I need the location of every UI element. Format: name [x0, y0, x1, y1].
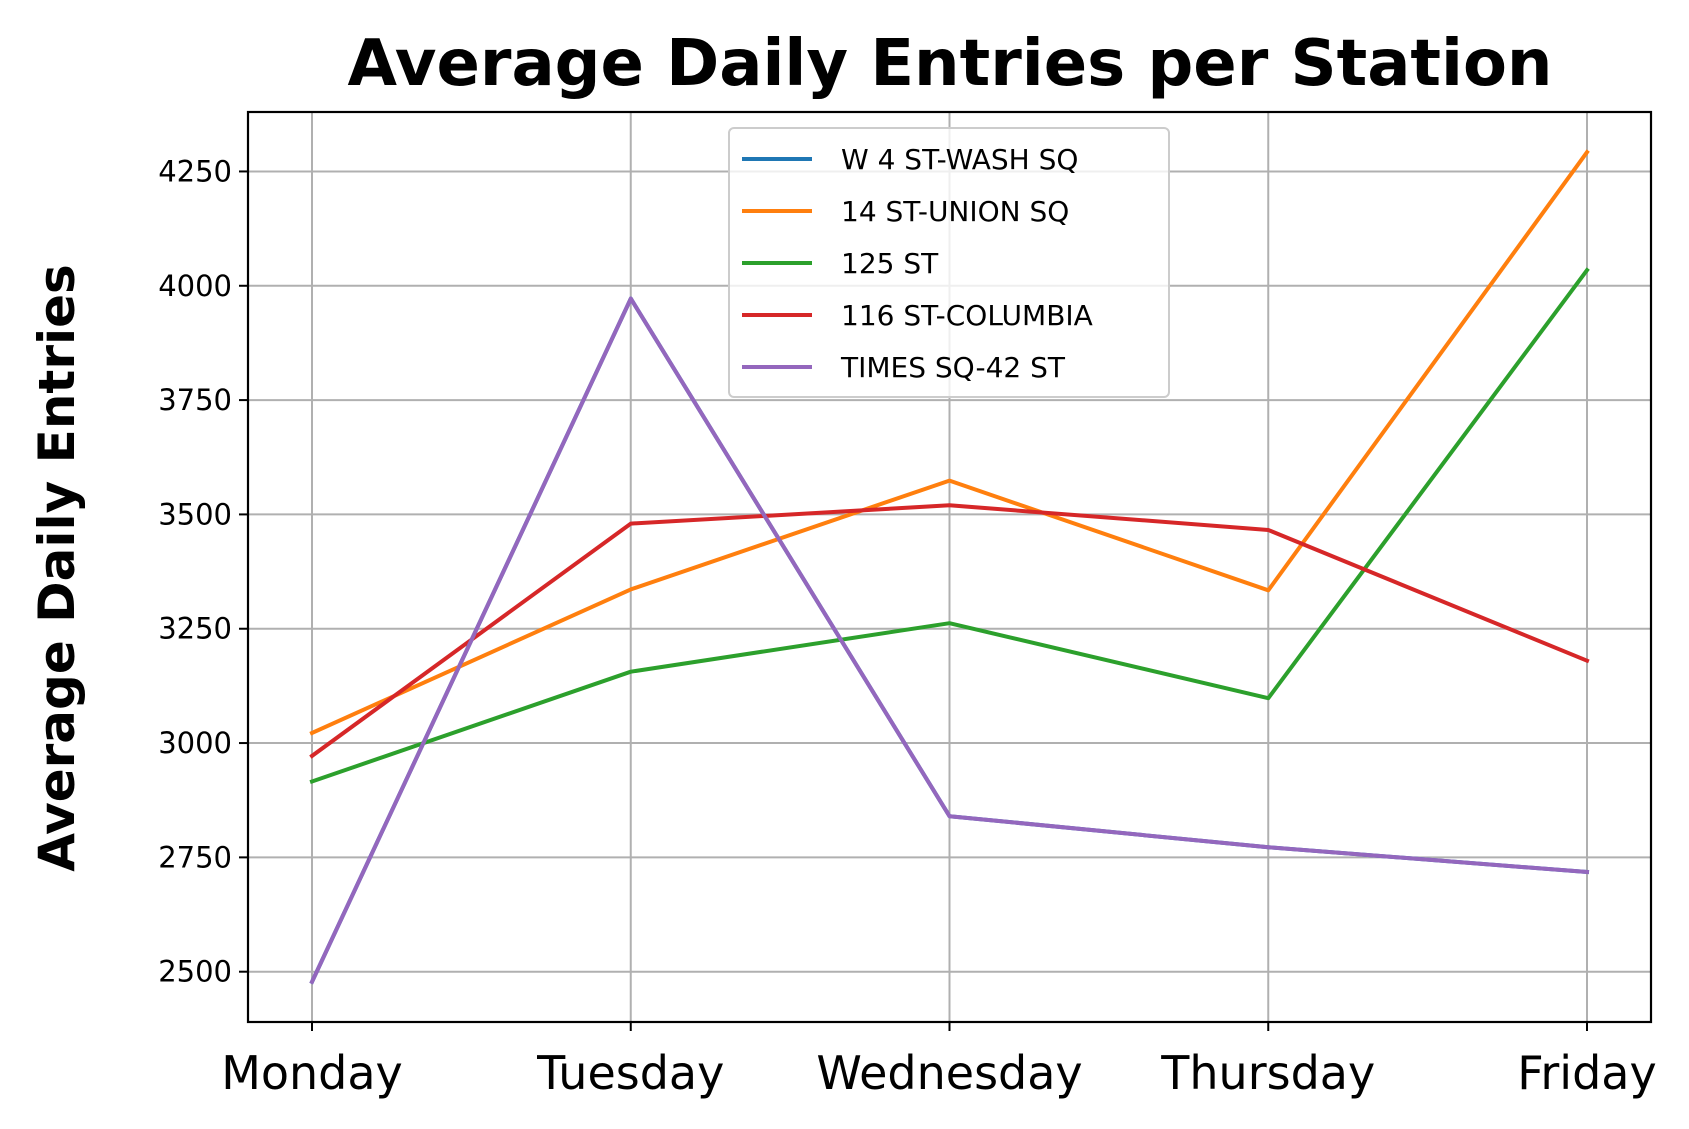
- y-tick-label: 4250: [158, 154, 232, 188]
- axis-ticks: Monday Tuesday Wednesday Thursday Friday 2500…: [158, 154, 1657, 1100]
- legend-label: 125 ST: [841, 247, 939, 280]
- series-lines: [309, 149, 1590, 985]
- legend-label: 116 ST-COLUMBIA: [841, 299, 1093, 332]
- legend-label: W 4 ST-WASH SQ: [841, 143, 1078, 176]
- chart-title: Average Daily Entries per Station: [348, 27, 1553, 101]
- x-tick-label: Tuesday: [536, 1046, 724, 1100]
- plot-area-frame: [246, 110, 1653, 1024]
- y-tick-label: 4000: [158, 269, 232, 303]
- y-tick-label: 3750: [158, 383, 232, 417]
- y-tick-label: 3250: [158, 612, 232, 646]
- y-tick-label: 3000: [158, 726, 232, 760]
- series-line-1: [309, 149, 1590, 736]
- legend-label: 14 ST-UNION SQ: [841, 195, 1069, 228]
- y-tick-label: 2750: [158, 840, 232, 874]
- x-tick-label: Monday: [221, 1046, 403, 1100]
- x-tick-label: Wednesday: [816, 1046, 1082, 1100]
- series-line-4: [309, 296, 1590, 985]
- y-tick-label: 3500: [158, 497, 232, 531]
- legend: W 4 ST-WASH SQ 14 ST-UNION SQ 125 ST 116 ST…: [728, 127, 1170, 398]
- legend-box: [728, 127, 1170, 398]
- x-tick-label: Friday: [1517, 1046, 1656, 1100]
- x-tick-label: Thursday: [1160, 1046, 1375, 1100]
- y-tick-label: 2500: [158, 955, 232, 989]
- legend-label: TIMES SQ-42 ST: [840, 351, 1066, 384]
- y-axis-label: Average Daily Entries: [28, 264, 86, 872]
- series-line-3: [309, 503, 1590, 759]
- series-line-2: [309, 267, 1590, 785]
